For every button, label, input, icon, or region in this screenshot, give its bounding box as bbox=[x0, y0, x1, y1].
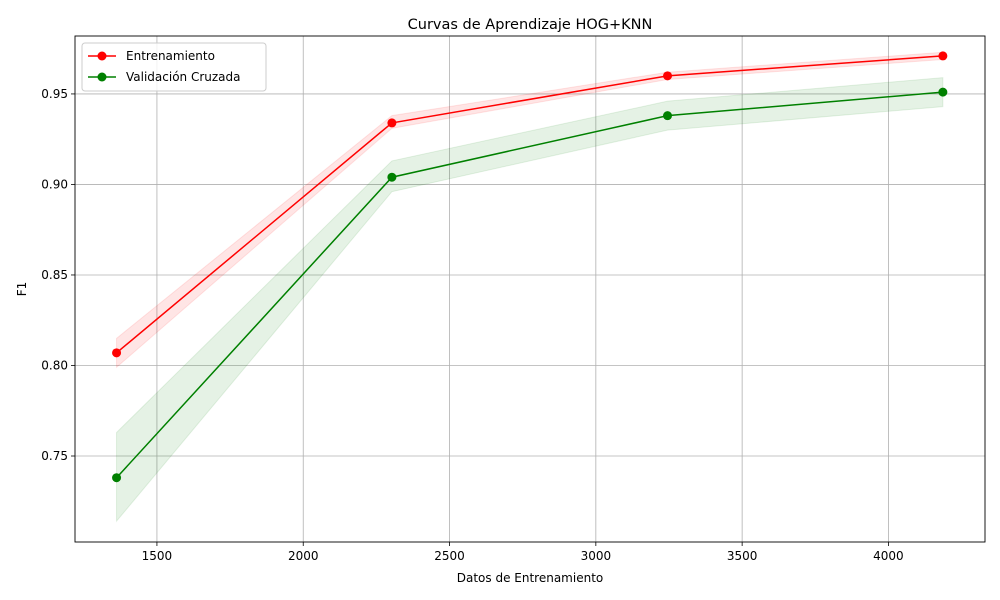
x-tick-label: 3500 bbox=[727, 549, 758, 563]
y-axis-label: F1 bbox=[15, 282, 29, 297]
point-entrenamiento bbox=[112, 348, 122, 358]
y-tick-label: 0.95 bbox=[41, 87, 68, 101]
x-tick-label: 2000 bbox=[288, 549, 319, 563]
x-tick-label: 2500 bbox=[434, 549, 465, 563]
y-axis-ticks: 0.75 0.80 0.85 0.90 0.95 bbox=[41, 87, 75, 463]
x-axis-label: Datos de Entrenamiento bbox=[457, 571, 603, 585]
chart-title: Curvas de Aprendizaje HOG+KNN bbox=[408, 17, 653, 33]
plot-area-frame bbox=[74, 35, 986, 543]
y-tick-label: 0.90 bbox=[41, 177, 68, 191]
x-tick-label: 3000 bbox=[581, 549, 612, 563]
legend-marker-entrenamiento bbox=[97, 51, 107, 61]
legend-label-validacion: Validación Cruzada bbox=[126, 70, 241, 84]
line-validacion bbox=[115, 91, 943, 479]
point-entrenamiento bbox=[387, 118, 397, 128]
legend-marker-validacion bbox=[97, 72, 107, 82]
point-entrenamiento bbox=[938, 51, 948, 61]
point-entrenamiento bbox=[663, 71, 673, 81]
x-tick-label: 1500 bbox=[142, 549, 173, 563]
series-lines bbox=[112, 51, 948, 483]
legend: Entrenamiento Validación Cruzada bbox=[81, 42, 267, 92]
x-axis-ticks: 1500 2000 2500 3000 3500 4000 bbox=[142, 542, 904, 563]
legend-box bbox=[81, 42, 267, 92]
point-validacion bbox=[112, 473, 122, 483]
point-validacion bbox=[663, 111, 673, 121]
band-validacion bbox=[116, 77, 944, 523]
grid bbox=[75, 36, 985, 542]
legend-label-entrenamiento: Entrenamiento bbox=[126, 49, 215, 63]
point-validacion bbox=[938, 87, 948, 97]
line-entrenamiento bbox=[116, 55, 943, 354]
y-tick-label: 0.75 bbox=[41, 449, 68, 463]
y-tick-label: 0.85 bbox=[41, 268, 68, 282]
x-tick-label: 4000 bbox=[873, 549, 904, 563]
y-tick-label: 0.80 bbox=[41, 358, 68, 372]
point-validacion bbox=[387, 172, 397, 182]
